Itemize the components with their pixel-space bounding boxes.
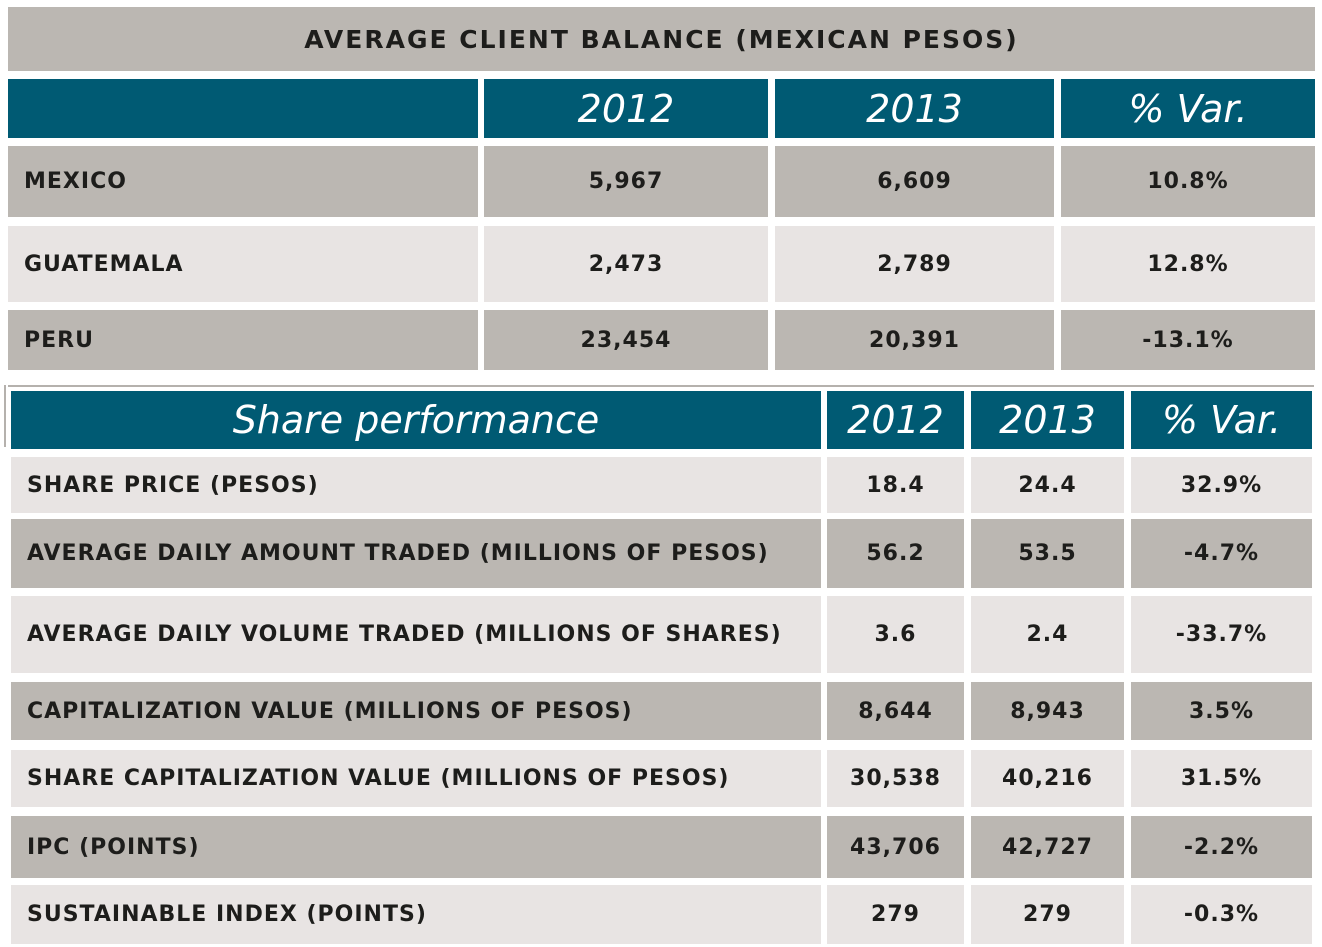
table2-row-4-var: 31.5% [1131,750,1312,807]
table2-row-5-2012: 43,706 [827,816,964,878]
table2-row-6-label: SUSTAINABLE INDEX (POINTS) [11,885,821,944]
table2-row-3-2012: 8,644 [827,682,964,740]
table2-row-5-var: -2.2% [1131,816,1312,878]
table2-row-4-2013: 40,216 [971,750,1124,807]
table2-row-2-label: AVERAGE DAILY VOLUME TRADED (MILLIONS OF… [11,596,821,673]
table2-row-3-2013: 8,943 [971,682,1124,740]
table2-row-5-label: IPC (POINTS) [11,816,821,878]
table1-row-2-2012: 23,454 [484,310,768,370]
table1-row-1-var: 12.8% [1061,226,1315,302]
table2-row-4-label: SHARE CAPITALIZATION VALUE (MILLIONS OF … [11,750,821,807]
table2-row-3-label: CAPITALIZATION VALUE (MILLIONS OF PESOS) [11,682,821,740]
table2-row-4-2012: 30,538 [827,750,964,807]
table2-row-0-var: 32.9% [1131,457,1312,513]
table2-row-0-label: SHARE PRICE (PESOS) [11,457,821,513]
table1-header-2013: 2013 [775,79,1054,138]
table1-row-2-2013: 20,391 [775,310,1054,370]
table1-row-2-label: PERU [8,310,478,370]
table2-row-6-var: -0.3% [1131,885,1312,944]
table1-row-1-label: GUATEMALA [8,226,478,302]
table2-row-1-var: -4.7% [1131,519,1312,588]
table2-row-0-2013: 24.4 [971,457,1124,513]
table2-header-label: Share performance [11,391,821,449]
table2-row-5-2013: 42,727 [971,816,1124,878]
table1-header-var: % Var. [1061,79,1315,138]
table2-row-2-var: -33.7% [1131,596,1312,673]
table2-left-rule [4,385,6,447]
table2-row-3-var: 3.5% [1131,682,1312,740]
table1-row-1-2013: 2,789 [775,226,1054,302]
table2-row-1-2012: 56.2 [827,519,964,588]
table1-header-label [8,79,478,138]
table2-row-0-2012: 18.4 [827,457,964,513]
table1-row-0-label: MEXICO [8,146,478,217]
table2-row-6-2012: 279 [827,885,964,944]
table2-row-1-2013: 53.5 [971,519,1124,588]
table2-top-rule [8,385,1314,387]
table1-row-0-2013: 6,609 [775,146,1054,217]
table2-header-2012: 2012 [827,391,964,449]
table1-row-1-2012: 2,473 [484,226,768,302]
table2-header-var: % Var. [1131,391,1312,449]
table2-header-2013: 2013 [971,391,1124,449]
table1-row-0-var: 10.8% [1061,146,1315,217]
table2-row-1-label: AVERAGE DAILY AMOUNT TRADED (MILLIONS OF… [11,519,821,588]
table1-row-0-2012: 5,967 [484,146,768,217]
table2-row-6-2013: 279 [971,885,1124,944]
table1-row-2-var: -13.1% [1061,310,1315,370]
table1-header-2012: 2012 [484,79,768,138]
table1-title: AVERAGE CLIENT BALANCE (MEXICAN PESOS) [8,7,1315,71]
table2-row-2-2012: 3.6 [827,596,964,673]
table2-row-2-2013: 2.4 [971,596,1124,673]
